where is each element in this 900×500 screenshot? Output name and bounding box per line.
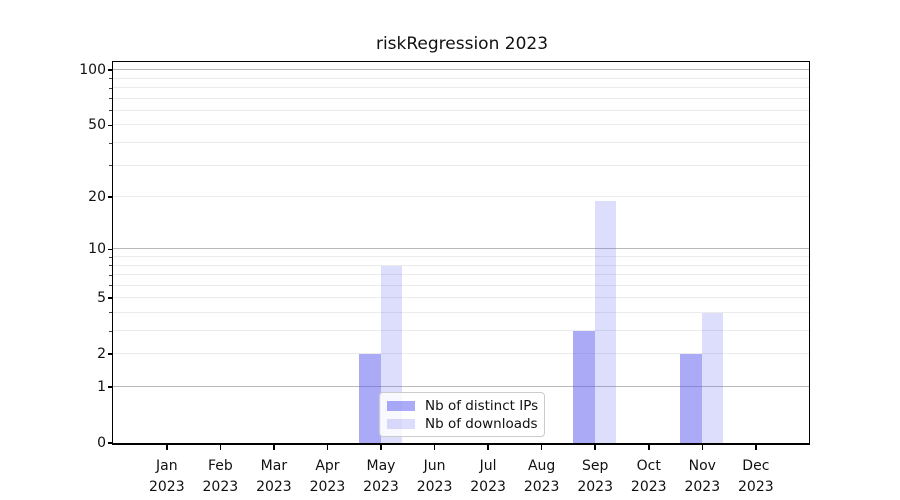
gridline-minor: [113, 77, 809, 79]
y-tick-mark: [107, 124, 112, 127]
gridline-minor: [113, 109, 809, 111]
legend-label: Nb of distinct IPs: [425, 397, 539, 414]
x-tick-label: Sep 2023: [577, 458, 613, 495]
y-tick-label: 5: [97, 290, 106, 307]
chart-title: riskRegression 2023: [375, 34, 549, 54]
y-minor-tick-mark: [109, 274, 112, 276]
gridline-minor: [113, 264, 809, 266]
x-tick-mark: [326, 445, 329, 450]
y-tick-label: 2: [97, 346, 106, 363]
gridline-minor: [113, 142, 809, 144]
y-tick-label: 20: [88, 189, 106, 206]
y-tick-mark: [107, 196, 112, 198]
x-tick-label: Nov 2023: [684, 458, 721, 495]
y-tick-mark: [107, 442, 112, 444]
gridline-minor: [113, 97, 809, 99]
x-tick-mark: [594, 445, 596, 450]
y-minor-tick-mark: [109, 265, 112, 266]
y-minor-tick-mark: [109, 110, 112, 112]
x-tick-mark: [166, 445, 168, 450]
y-tick-label: 50: [88, 117, 106, 134]
distinct-ips-swatch-icon: [387, 400, 415, 411]
y-minor-tick-mark: [109, 256, 112, 258]
gridline-minor: [113, 284, 809, 286]
y-minor-tick-mark: [109, 142, 112, 144]
x-tick-mark: [540, 445, 543, 450]
x-tick-label: Jun 2023: [416, 458, 453, 495]
y-tick-mark: [107, 386, 112, 388]
gridline-minor: [113, 164, 809, 166]
x-tick-label: Mar 2023: [256, 458, 292, 495]
legend-label: Nb of downloads: [425, 415, 538, 432]
gridline-minor: [113, 297, 809, 299]
downloads-swatch-icon: [387, 418, 415, 429]
y-minor-tick-mark: [109, 312, 112, 314]
x-tick-mark: [380, 445, 382, 450]
y-tick-mark: [107, 297, 112, 300]
gridline-major: [113, 248, 809, 250]
y-minor-tick-mark: [109, 78, 112, 80]
y-tick-label: 100: [79, 62, 106, 79]
bar-distinct-ips: [359, 354, 381, 443]
x-tick-mark: [433, 445, 436, 450]
gridline-minor: [113, 274, 809, 276]
y-minor-tick-mark: [109, 285, 112, 287]
y-tick-mark: [107, 248, 112, 251]
gridline-minor: [113, 196, 809, 198]
x-tick-mark: [487, 445, 489, 450]
x-tick-mark: [701, 445, 704, 450]
x-tick-label: Feb 2023: [202, 458, 239, 495]
x-tick-label: Apr 2023: [309, 458, 346, 495]
gridline-minor: [113, 311, 809, 313]
x-tick-label: Aug 2023: [523, 458, 560, 495]
x-tick-mark: [273, 445, 275, 450]
legend: Nb of distinct IPs Nb of downloads: [379, 392, 545, 437]
y-tick-label: 1: [97, 379, 106, 395]
bar-downloads: [594, 201, 617, 443]
y-minor-tick-mark: [109, 330, 112, 332]
x-tick-mark: [647, 445, 650, 450]
plot-area: Nb of distinct IPs Nb of downloads: [112, 61, 810, 445]
x-tick-label: Dec 2023: [738, 458, 774, 495]
x-tick-label: May 2023: [363, 458, 399, 495]
x-tick-label: Jan 2023: [148, 458, 185, 495]
y-tick-label: 0: [97, 435, 106, 451]
gridline-minor: [113, 330, 809, 332]
gridline-minor: [113, 124, 809, 126]
gridline-minor: [113, 256, 809, 257]
x-tick-mark: [755, 445, 757, 450]
y-minor-tick-mark: [109, 165, 112, 167]
gridline-minor: [113, 87, 809, 89]
y-tick-mark: [107, 69, 112, 71]
y-minor-tick-mark: [109, 98, 112, 100]
bar-distinct-ips: [573, 331, 595, 443]
legend-entry: Nb of downloads: [387, 417, 544, 431]
x-tick-label: Jul 2023: [470, 458, 506, 495]
bar-downloads: [701, 313, 724, 443]
y-tick-label: 10: [88, 241, 106, 258]
x-tick-label: Oct 2023: [630, 458, 667, 495]
y-minor-tick-mark: [109, 87, 112, 89]
bar-distinct-ips: [680, 354, 702, 443]
gridline-major: [113, 69, 809, 71]
gridline-major: [113, 386, 809, 387]
y-tick-mark: [107, 353, 112, 356]
legend-entry: Nb of distinct IPs: [387, 399, 544, 413]
x-tick-mark: [219, 445, 222, 450]
gridline-minor: [113, 353, 809, 355]
